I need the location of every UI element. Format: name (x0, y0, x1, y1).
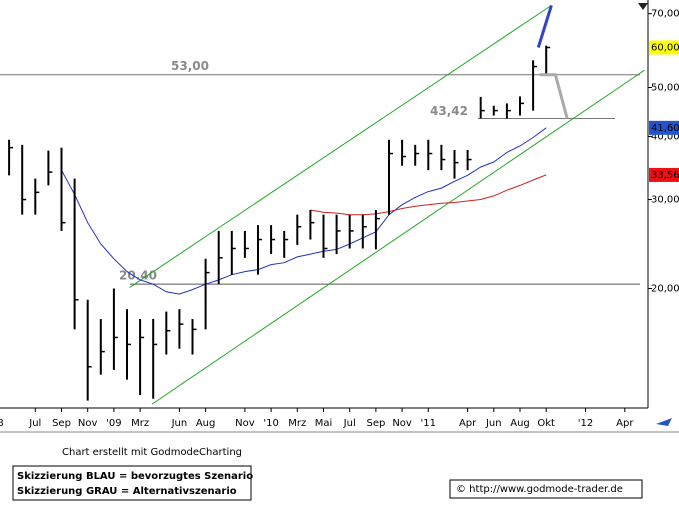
channel-line (129, 4, 552, 288)
notes-box (12, 465, 252, 501)
level-label: 53,00 (171, 59, 209, 73)
note: Skizzierung BLAU = bevorzugtes Szenario (17, 471, 253, 482)
copyright-box (449, 479, 643, 499)
price-label-box (649, 40, 679, 55)
plot-area: 53,00 43,42 20.40 (0, 4, 645, 405)
x-tick-label: Sep (52, 418, 71, 429)
x-tick-label: Jun (485, 418, 502, 429)
x-tick-label: Nov (392, 418, 412, 429)
x-tick-label: '10 (263, 418, 278, 429)
y-tick-label: 20,00 (651, 283, 679, 294)
x-tick-label: Jul (343, 418, 356, 429)
channel-line (151, 69, 645, 405)
x-tick-label: '08 (0, 418, 4, 429)
x-tick-label: '12 (578, 418, 593, 429)
price-label-box (649, 120, 679, 135)
x-tick-label: Apr (616, 418, 634, 429)
price-label-box (649, 167, 679, 182)
scenario-line (539, 73, 569, 119)
x-tick-label: '09 (106, 418, 121, 429)
x-tick-label: Nov (235, 418, 255, 429)
x-tick-label: Sep (366, 418, 385, 429)
moving-average (61, 127, 547, 295)
x-tick-label: Mrz (288, 418, 306, 429)
x-tick-label: Mai (315, 418, 333, 429)
price-label: 41,60 (651, 123, 679, 134)
y-tick-label: 70,00 (651, 9, 679, 20)
note: Skizzierung GRAU = Alternativszenario (17, 486, 237, 497)
axis-icon[interactable] (656, 418, 672, 426)
y-tick-label: 30,00 (651, 195, 679, 206)
corner-icon[interactable] (638, 3, 648, 10)
level-label: 43,42 (430, 104, 468, 118)
credit: Chart erstellt mit GodmodeCharting (62, 447, 242, 458)
x-tick-label: Jul (28, 418, 41, 429)
price-label: 33,56 (651, 170, 679, 181)
y-tick-label: 50,00 (651, 82, 679, 93)
x-tick-label: '11 (421, 418, 436, 429)
x-tick-label: Aug (510, 418, 530, 429)
x-tick-label: Okt (537, 418, 555, 429)
y-tick-label: 40,00 (651, 131, 679, 142)
scenario-line (536, 4, 553, 48)
x-tick-label: Mrz (131, 418, 149, 429)
x-tick-label: Aug (196, 418, 216, 429)
x-tick-label: Nov (78, 418, 98, 429)
price-label: 60,00 (651, 42, 679, 53)
copyright: © http://www.godmode-trader.de (456, 484, 623, 495)
x-tick-label: Apr (459, 418, 477, 429)
level-label: 20.40 (119, 269, 157, 283)
x-tick-label: Jun (171, 418, 188, 429)
